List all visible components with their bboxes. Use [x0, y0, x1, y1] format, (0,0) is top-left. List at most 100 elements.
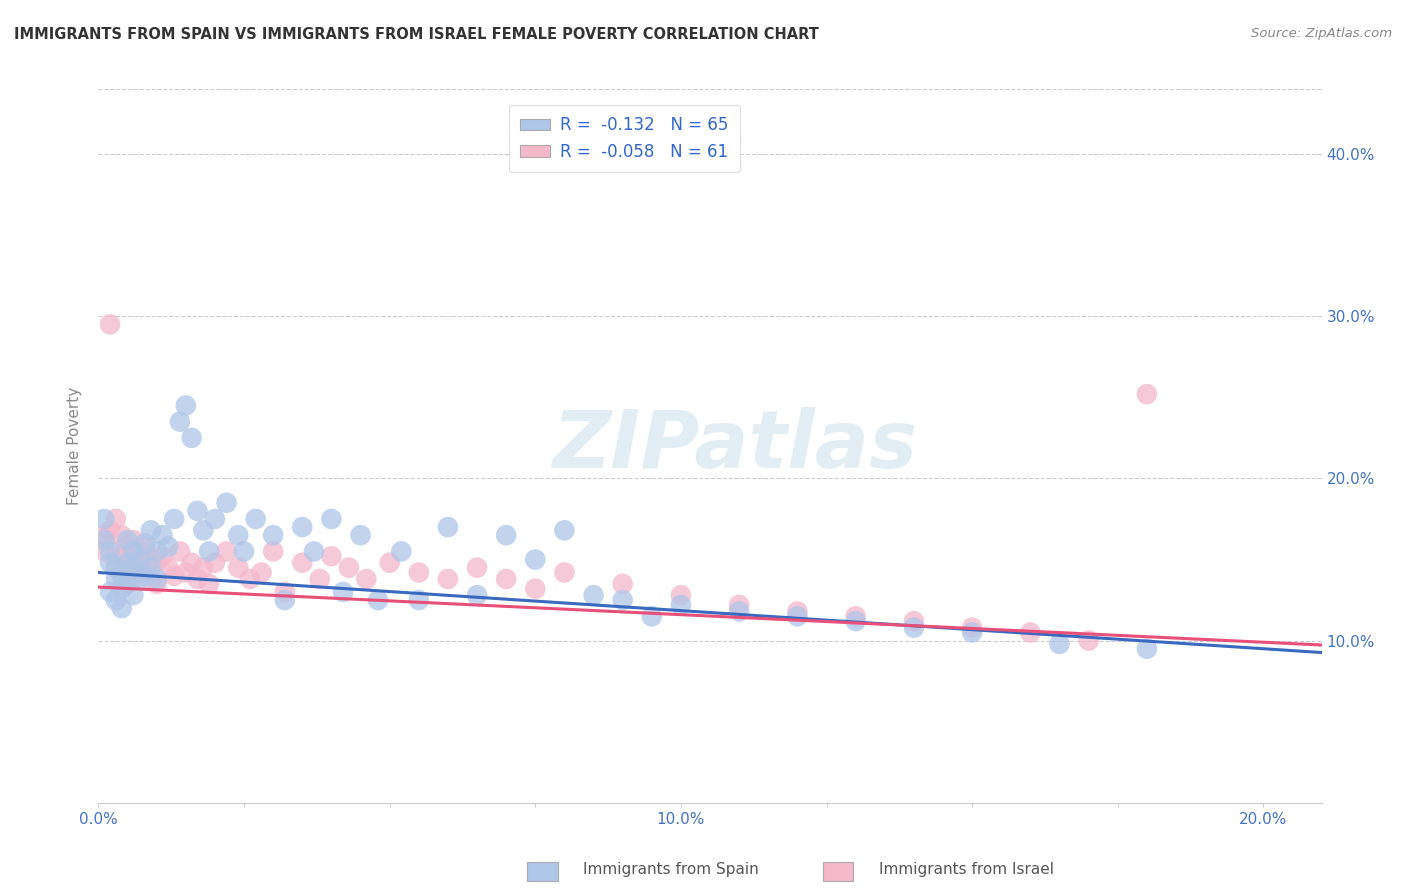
Point: [204, 512, 226, 526]
Point: [145, 572, 167, 586]
Point: [174, 566, 197, 580]
Point: [1136, 641, 1159, 656]
Point: [139, 572, 162, 586]
Point: [139, 560, 162, 574]
Point: [1136, 387, 1159, 401]
Point: [302, 544, 325, 558]
Point: [145, 556, 167, 570]
Point: [321, 549, 343, 564]
Point: [139, 552, 162, 566]
Point: [134, 568, 156, 582]
Point: [408, 593, 430, 607]
Point: [786, 604, 808, 618]
Point: [291, 520, 314, 534]
Point: [669, 588, 692, 602]
Point: [845, 614, 868, 628]
Point: [437, 572, 460, 586]
Point: [152, 549, 174, 564]
Point: [152, 528, 174, 542]
Point: [111, 582, 134, 596]
Point: [321, 512, 343, 526]
Point: [128, 572, 150, 586]
Point: [262, 544, 284, 558]
Point: [291, 556, 314, 570]
Point: [337, 560, 360, 574]
Point: [1019, 625, 1042, 640]
Point: [128, 566, 150, 580]
Text: ZIPatlas: ZIPatlas: [553, 407, 917, 485]
Point: [111, 568, 134, 582]
Point: [465, 588, 488, 602]
Point: [408, 566, 430, 580]
Point: [389, 544, 412, 558]
Point: [93, 533, 115, 547]
Point: [349, 528, 371, 542]
Point: [163, 568, 186, 582]
Point: [98, 544, 121, 558]
Point: [169, 415, 191, 429]
Point: [903, 621, 925, 635]
Text: IMMIGRANTS FROM SPAIN VS IMMIGRANTS FROM ISRAEL FEMALE POVERTY CORRELATION CHART: IMMIGRANTS FROM SPAIN VS IMMIGRANTS FROM…: [14, 27, 818, 42]
Point: [495, 572, 517, 586]
Point: [960, 621, 983, 635]
Point: [104, 593, 127, 607]
Point: [262, 528, 284, 542]
Point: [128, 544, 150, 558]
Point: [367, 593, 389, 607]
Point: [524, 582, 547, 596]
Point: [1049, 637, 1071, 651]
Point: [122, 560, 145, 574]
Point: [553, 566, 575, 580]
Point: [145, 544, 167, 558]
Point: [180, 556, 202, 570]
Point: [169, 544, 191, 558]
Point: [437, 520, 460, 534]
Point: [233, 544, 256, 558]
Point: [93, 544, 115, 558]
Point: [612, 577, 634, 591]
Point: [960, 625, 983, 640]
Point: [226, 528, 249, 542]
Point: [145, 577, 167, 591]
Point: [104, 512, 127, 526]
Point: [93, 528, 115, 542]
Point: [128, 552, 150, 566]
Point: [104, 560, 127, 574]
Point: [117, 540, 139, 554]
Point: [193, 560, 215, 574]
Point: [122, 556, 145, 570]
Point: [93, 512, 115, 526]
Point: [139, 524, 162, 538]
Point: [134, 536, 156, 550]
Point: [641, 609, 664, 624]
Legend: R =  -0.132   N = 65, R =  -0.058   N = 61: R = -0.132 N = 65, R = -0.058 N = 61: [509, 104, 740, 172]
Point: [669, 598, 692, 612]
Point: [186, 504, 208, 518]
Y-axis label: Female Poverty: Female Poverty: [67, 387, 83, 505]
Point: [117, 577, 139, 591]
Point: [239, 572, 262, 586]
Point: [122, 572, 145, 586]
Point: [111, 528, 134, 542]
Point: [245, 512, 267, 526]
Point: [117, 560, 139, 574]
Point: [134, 560, 156, 574]
Point: [728, 598, 751, 612]
Point: [104, 544, 127, 558]
Point: [215, 496, 238, 510]
Point: [226, 560, 249, 574]
Point: [122, 588, 145, 602]
Point: [308, 572, 330, 586]
Point: [786, 609, 808, 624]
Point: [117, 533, 139, 547]
Point: [332, 585, 354, 599]
Point: [215, 544, 238, 558]
Text: Immigrants from Spain: Immigrants from Spain: [583, 863, 759, 877]
Point: [104, 572, 127, 586]
Point: [582, 588, 605, 602]
Point: [98, 524, 121, 538]
Point: [180, 431, 202, 445]
Point: [122, 544, 145, 558]
Point: [117, 556, 139, 570]
Point: [186, 572, 208, 586]
